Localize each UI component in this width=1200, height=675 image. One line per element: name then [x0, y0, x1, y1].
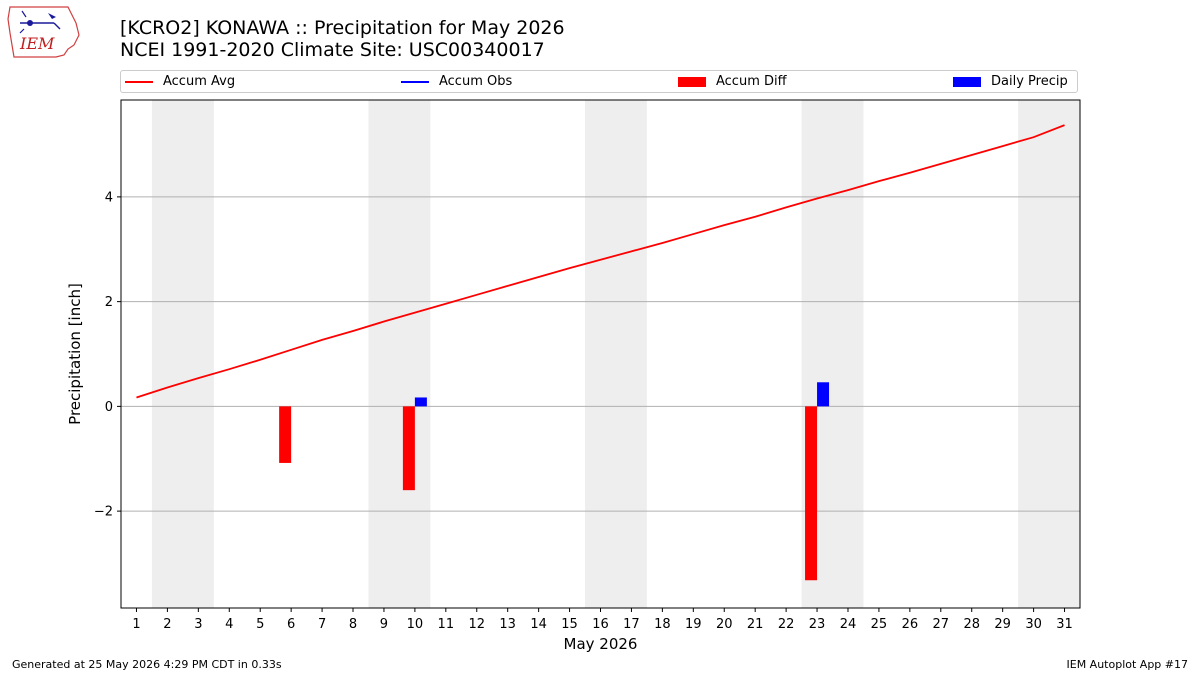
- svg-text:IEM: IEM: [19, 34, 55, 53]
- y-tick-label-2: 2: [105, 295, 113, 310]
- x-tick-label-3: 3: [194, 617, 202, 632]
- legend-label-daily-precip: Daily Precip: [991, 74, 1068, 89]
- title-line-2: NCEI 1991-2020 Climate Site: USC00340017: [120, 39, 545, 61]
- legend-label-accum-avg: Accum Avg: [163, 74, 236, 89]
- legend-swatch-accum-avg: [125, 81, 153, 83]
- legend-swatch-daily-precip: [953, 77, 981, 87]
- x-tick-label-27: 27: [933, 617, 950, 632]
- daily-precip-bar-day-23: [817, 382, 830, 407]
- x-tick-label-14: 14: [530, 617, 547, 632]
- x-tick-label-28: 28: [963, 617, 980, 632]
- daily-precip-bar-day-10: [414, 397, 427, 407]
- x-tick-label-20: 20: [716, 617, 733, 632]
- y-tick-label--2: −2: [94, 505, 113, 520]
- title-line-1: [KCRO2] KONAWA :: Precipitation for May …: [120, 17, 565, 39]
- x-tick-label-25: 25: [871, 617, 888, 632]
- x-tick-label-15: 15: [561, 617, 578, 632]
- x-tick-label-22: 22: [778, 617, 795, 632]
- x-tick-label-6: 6: [287, 617, 295, 632]
- weekend-shade-2: [368, 100, 431, 608]
- legend-label-accum-diff: Accum Diff: [716, 74, 787, 89]
- iem-logo: IEM: [7, 6, 80, 58]
- x-tick-label-16: 16: [592, 617, 609, 632]
- accum-avg-line: [136, 124, 1065, 399]
- generated-timestamp: Generated at 25 May 2026 4:29 PM CDT in …: [12, 658, 282, 671]
- x-tick-label-30: 30: [1025, 617, 1042, 632]
- x-tick-label-24: 24: [840, 617, 857, 632]
- x-tick-label-26: 26: [902, 617, 919, 632]
- x-tick-label-10: 10: [407, 617, 424, 632]
- x-axis-label: May 2026: [564, 635, 638, 653]
- x-tick-label-2: 2: [163, 617, 171, 632]
- x-tick-label-4: 4: [225, 617, 233, 632]
- legend-swatch-accum-diff: [678, 77, 706, 87]
- chart-title: [KCRO2] KONAWA :: Precipitation for May …: [120, 17, 565, 61]
- accum-diff-bar-day-10: [402, 406, 415, 491]
- x-tick-label-9: 9: [380, 617, 388, 632]
- x-tick-label-19: 19: [685, 617, 702, 632]
- chart-legend: Accum Avg Accum Obs Accum Diff Daily Pre…: [120, 70, 1078, 93]
- weekend-shade-1: [151, 100, 214, 608]
- x-tick-label-18: 18: [654, 617, 671, 632]
- x-tick-label-1: 1: [132, 617, 140, 632]
- y-tick-label-0: 0: [105, 400, 113, 415]
- x-tick-label-23: 23: [809, 617, 826, 632]
- app-id: IEM Autoplot App #17: [1066, 658, 1189, 671]
- legend-swatch-accum-obs: [401, 81, 429, 83]
- x-tick-label-11: 11: [438, 617, 455, 632]
- y-tick-label-4: 4: [105, 190, 113, 205]
- x-tick-label-8: 8: [349, 617, 357, 632]
- x-tick-label-13: 13: [499, 617, 516, 632]
- accum-diff-bar-day-6: [279, 406, 292, 463]
- weekend-shade-5: [1018, 100, 1080, 608]
- x-tick-label-31: 31: [1056, 617, 1073, 632]
- accum-diff-bar-day-23: [805, 406, 818, 581]
- y-axis-label: Precipitation [inch]: [66, 283, 84, 425]
- weekend-shade-3: [585, 100, 647, 608]
- x-tick-label-17: 17: [623, 617, 640, 632]
- x-tick-label-12: 12: [468, 617, 485, 632]
- x-tick-label-29: 29: [994, 617, 1011, 632]
- x-tick-label-5: 5: [256, 617, 264, 632]
- x-tick-label-21: 21: [747, 617, 764, 632]
- legend-label-accum-obs: Accum Obs: [439, 74, 513, 89]
- x-tick-label-7: 7: [318, 617, 326, 632]
